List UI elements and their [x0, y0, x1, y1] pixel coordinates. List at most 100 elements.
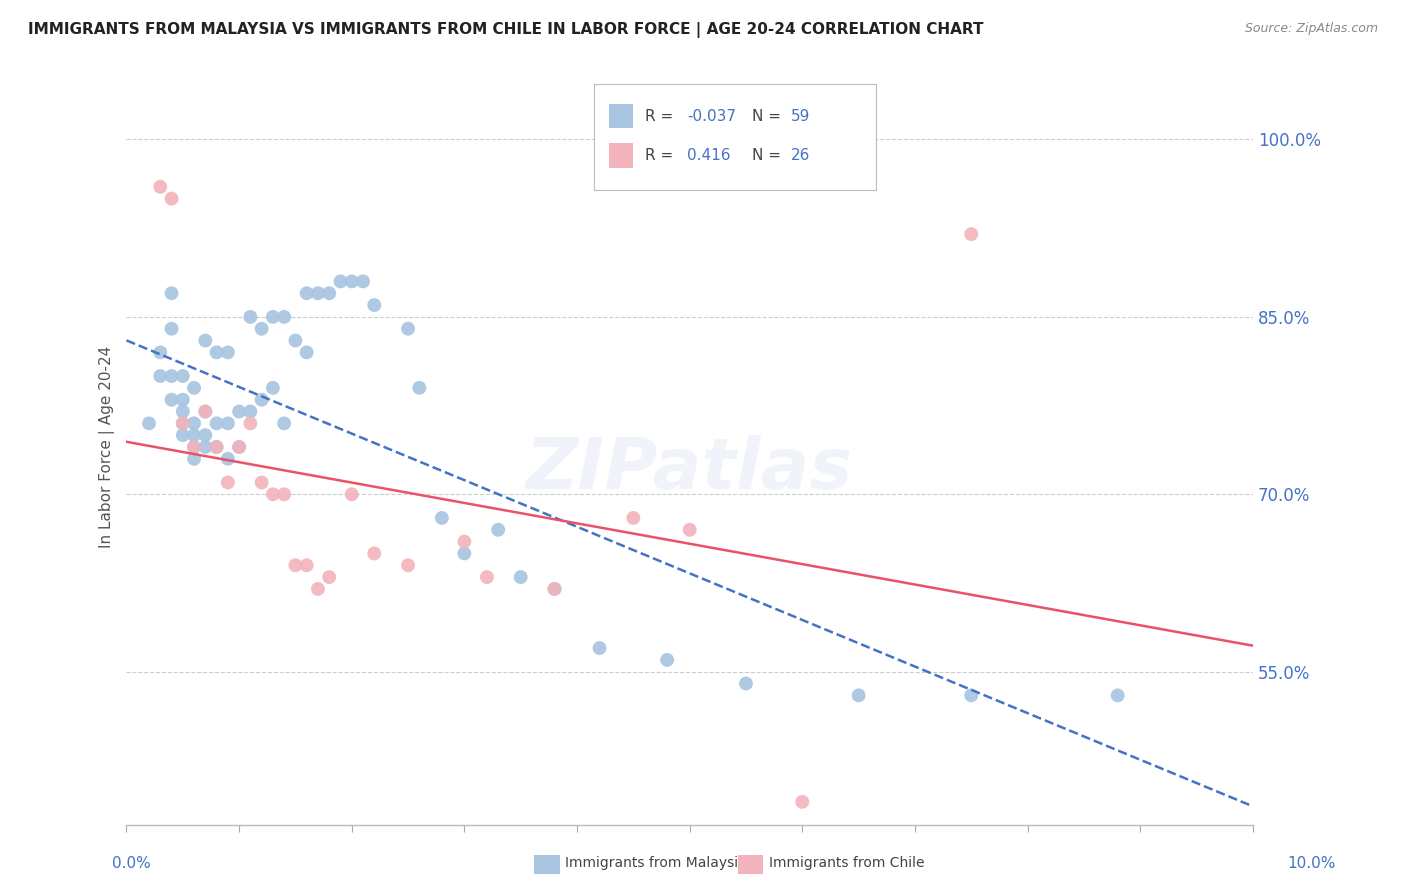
Point — [194, 404, 217, 418]
Point — [408, 381, 430, 395]
Point — [228, 440, 250, 454]
Text: Source: ZipAtlas.com: Source: ZipAtlas.com — [1244, 22, 1378, 36]
Point — [138, 417, 160, 431]
Point — [262, 310, 284, 324]
Point — [848, 689, 870, 703]
Point — [160, 369, 183, 384]
Point — [183, 440, 205, 454]
Point — [228, 440, 250, 454]
Point — [307, 582, 329, 596]
Point — [172, 369, 194, 384]
Point — [183, 428, 205, 442]
Point — [239, 404, 262, 418]
Point — [183, 451, 205, 466]
Point — [172, 392, 194, 407]
Point — [183, 440, 205, 454]
Point — [239, 310, 262, 324]
FancyBboxPatch shape — [593, 84, 876, 190]
Point — [205, 440, 228, 454]
Text: IMMIGRANTS FROM MALAYSIA VS IMMIGRANTS FROM CHILE IN LABOR FORCE | AGE 20-24 COR: IMMIGRANTS FROM MALAYSIA VS IMMIGRANTS F… — [28, 22, 984, 38]
Point — [543, 582, 565, 596]
Point — [160, 192, 183, 206]
Point — [396, 322, 419, 336]
Text: 0.0%: 0.0% — [112, 856, 152, 871]
Point — [239, 417, 262, 431]
Point — [149, 369, 172, 384]
Point — [149, 345, 172, 359]
Point — [194, 334, 217, 348]
Text: 59: 59 — [792, 109, 810, 124]
Point — [679, 523, 702, 537]
Point — [329, 274, 352, 288]
Point — [228, 404, 250, 418]
Point — [295, 286, 318, 301]
Point — [172, 404, 194, 418]
FancyBboxPatch shape — [609, 144, 633, 168]
Point — [250, 392, 273, 407]
Point — [160, 392, 183, 407]
Point — [172, 428, 194, 442]
Text: 26: 26 — [792, 148, 810, 163]
Point — [217, 475, 239, 490]
Point — [217, 451, 239, 466]
Point — [307, 286, 329, 301]
Point — [396, 558, 419, 573]
Point — [363, 546, 385, 560]
Point — [588, 641, 610, 656]
Point — [172, 417, 194, 431]
Point — [160, 322, 183, 336]
Point — [295, 558, 318, 573]
Point — [205, 440, 228, 454]
Point — [792, 795, 814, 809]
Text: -0.037: -0.037 — [688, 109, 737, 124]
Point — [149, 179, 172, 194]
Point — [543, 582, 565, 596]
Point — [363, 298, 385, 312]
Point — [735, 676, 758, 690]
Point — [295, 345, 318, 359]
Text: N =: N = — [752, 148, 786, 163]
Point — [183, 381, 205, 395]
Point — [284, 558, 307, 573]
Point — [217, 345, 239, 359]
Point — [205, 417, 228, 431]
Point — [273, 417, 295, 431]
Text: R =: R = — [644, 148, 678, 163]
Text: Immigrants from Chile: Immigrants from Chile — [769, 855, 925, 870]
Point — [205, 345, 228, 359]
Point — [340, 274, 363, 288]
Text: Immigrants from Malaysia: Immigrants from Malaysia — [565, 855, 747, 870]
Text: R =: R = — [644, 109, 678, 124]
Point — [453, 534, 475, 549]
Point — [453, 546, 475, 560]
Point — [621, 511, 644, 525]
Text: ZIPatlas: ZIPatlas — [526, 435, 853, 504]
Point — [430, 511, 453, 525]
Point — [486, 523, 509, 537]
Point — [250, 322, 273, 336]
Point — [655, 653, 678, 667]
Point — [160, 286, 183, 301]
Point — [262, 487, 284, 501]
Point — [217, 417, 239, 431]
Point — [183, 417, 205, 431]
Y-axis label: In Labor Force | Age 20-24: In Labor Force | Age 20-24 — [100, 346, 115, 548]
Point — [509, 570, 531, 584]
Point — [284, 334, 307, 348]
Point — [273, 487, 295, 501]
Point — [960, 227, 983, 241]
Point — [194, 440, 217, 454]
Point — [960, 689, 983, 703]
Point — [194, 404, 217, 418]
Point — [318, 286, 340, 301]
FancyBboxPatch shape — [609, 104, 633, 128]
Point — [1107, 689, 1129, 703]
Text: 10.0%: 10.0% — [1288, 856, 1336, 871]
Point — [262, 381, 284, 395]
Text: 0.416: 0.416 — [688, 148, 731, 163]
Point — [340, 487, 363, 501]
Text: N =: N = — [752, 109, 786, 124]
Point — [475, 570, 498, 584]
Point — [352, 274, 374, 288]
Point — [194, 428, 217, 442]
